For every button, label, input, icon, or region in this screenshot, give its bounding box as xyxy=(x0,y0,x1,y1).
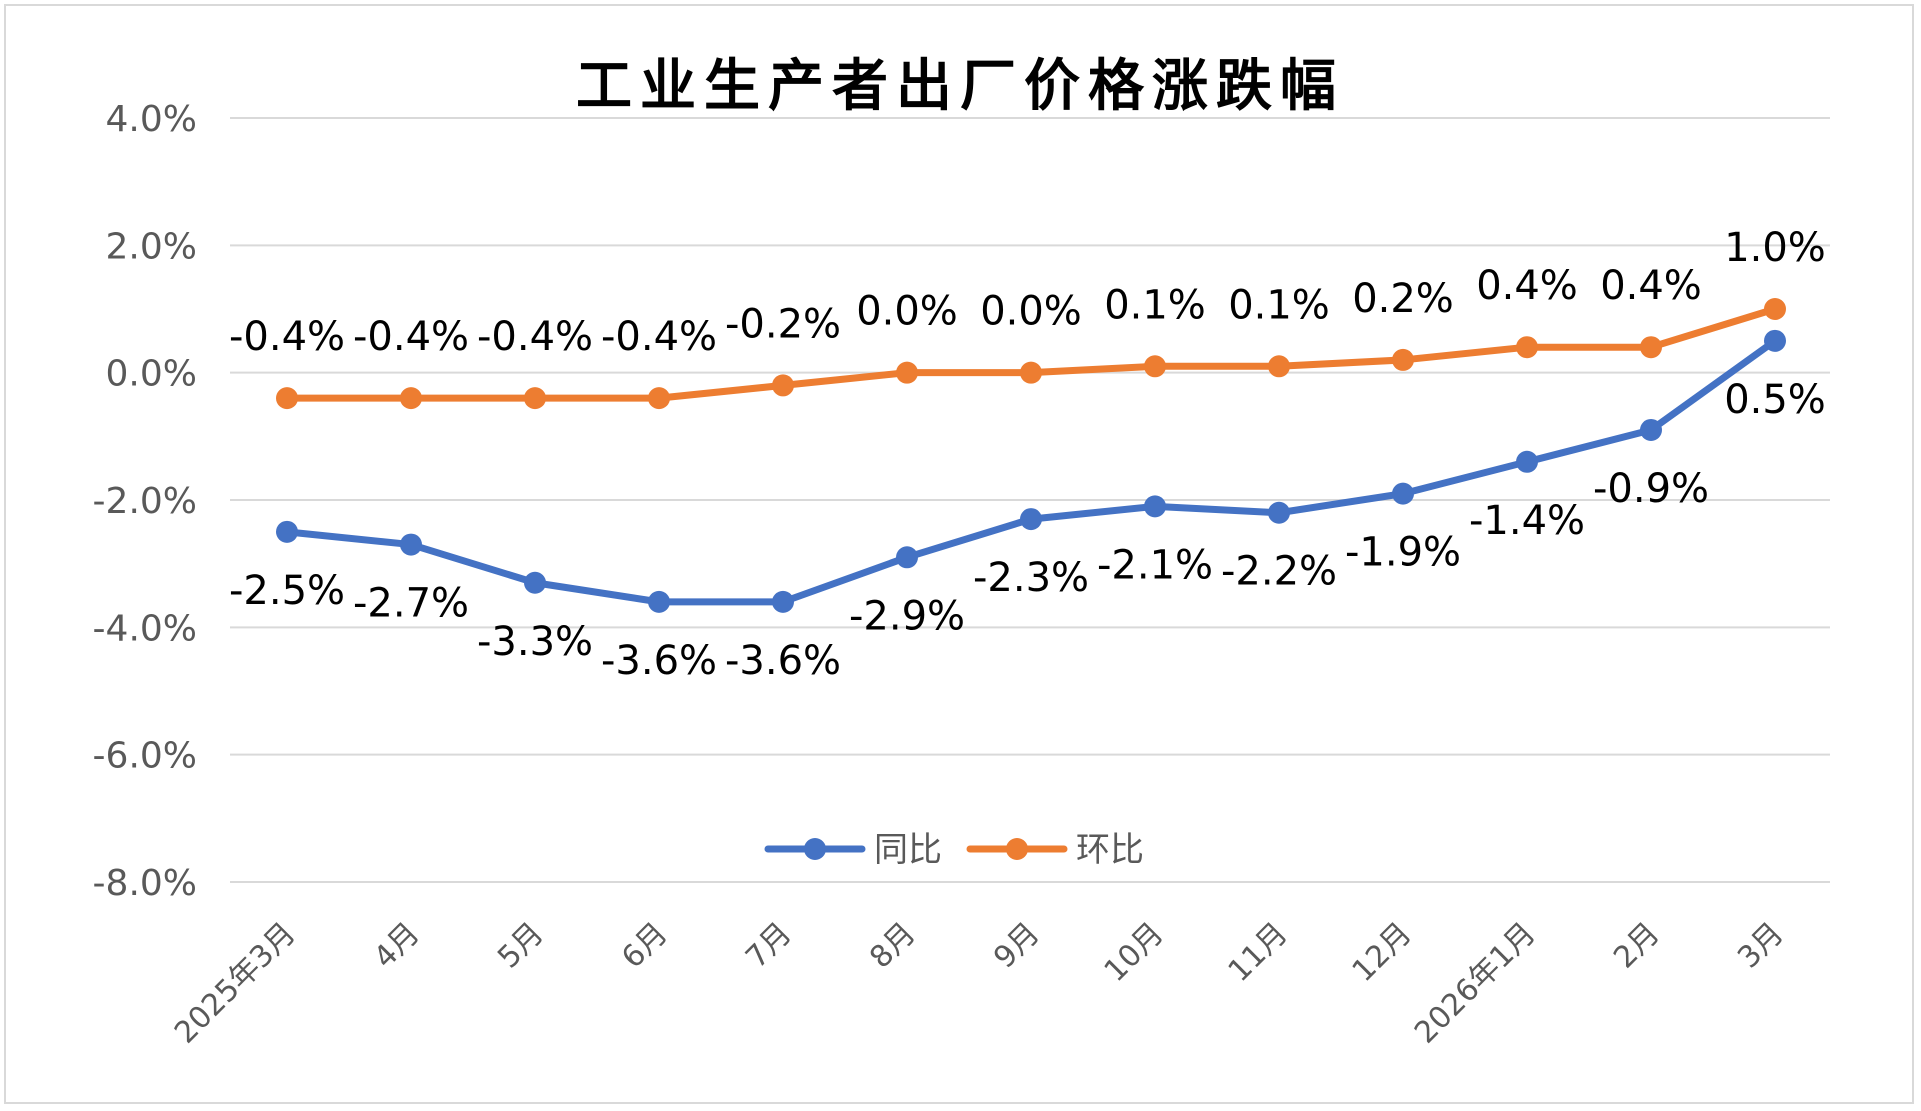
y-tick-label: 4.0% xyxy=(106,99,197,140)
data-point xyxy=(648,387,670,410)
data-label: -2.2% xyxy=(1221,549,1337,595)
legend-swatch-marker xyxy=(804,838,826,860)
legend-swatch-marker xyxy=(1006,838,1028,860)
legend-label: 环比 xyxy=(1076,830,1144,870)
data-label: 0.1% xyxy=(1228,282,1330,328)
data-point xyxy=(896,546,918,569)
data-label: -0.4% xyxy=(601,314,717,360)
data-label: 0.4% xyxy=(1600,263,1702,309)
x-tick-label: 3月 xyxy=(1731,916,1790,975)
chart-frame xyxy=(4,4,1914,1104)
data-label: 0.0% xyxy=(980,289,1082,335)
data-label: -2.1% xyxy=(1097,542,1213,588)
data-label: -0.4% xyxy=(229,314,345,360)
data-label: 0.0% xyxy=(856,289,958,335)
data-label: -1.9% xyxy=(1345,530,1461,576)
data-point xyxy=(648,590,670,613)
x-tick-label: 4月 xyxy=(367,916,426,975)
data-label: -3.3% xyxy=(477,619,593,665)
data-labels: -2.5% -2.7%-3.3% -3.6% -3.6%-2.9%-2.3% -2.1%… xyxy=(229,225,1826,684)
series-lines xyxy=(276,298,1786,613)
data-point xyxy=(896,361,918,384)
data-point xyxy=(1268,501,1290,524)
data-point xyxy=(1268,355,1290,378)
x-tick-label: 10月 xyxy=(1098,916,1171,989)
x-tick-label: 12月 xyxy=(1346,916,1419,989)
y-axis-ticks: 4.0% 2.0% 0.0% -2.0% -4.0% -6.0% -8.0% xyxy=(93,99,197,904)
data-point xyxy=(1640,336,1662,359)
y-tick-label: 2.0% xyxy=(106,226,197,267)
data-point xyxy=(1516,336,1538,359)
data-label: 1.0% xyxy=(1724,225,1826,271)
data-point xyxy=(1764,329,1786,352)
data-label: -3.6% xyxy=(601,638,717,684)
data-label: 0.5% xyxy=(1724,377,1826,423)
data-label: -0.2% xyxy=(725,301,841,347)
x-tick-label: 2025年3月 xyxy=(168,916,303,1051)
data-point xyxy=(772,590,794,613)
y-tick-label: -2.0% xyxy=(93,481,197,522)
data-label: -3.6% xyxy=(725,638,841,684)
legend: 同比 环比 xyxy=(764,830,1144,870)
x-tick-label: 11月 xyxy=(1222,916,1295,989)
data-point xyxy=(1516,450,1538,473)
data-point xyxy=(276,387,298,410)
data-label: 0.2% xyxy=(1352,276,1454,322)
data-label: 0.1% xyxy=(1104,282,1206,328)
data-point xyxy=(1020,508,1042,531)
data-point xyxy=(400,533,422,556)
x-tick-label: 6月 xyxy=(615,916,674,975)
data-point xyxy=(1144,355,1166,378)
y-tick-label: -4.0% xyxy=(93,608,197,649)
data-label: -0.4% xyxy=(477,314,593,360)
data-point xyxy=(1392,482,1414,505)
chart-title: 工业生产者出厂价格涨跌幅 xyxy=(576,53,1344,119)
data-label: -2.5% xyxy=(229,568,345,614)
gridlines xyxy=(230,117,1830,883)
data-label: -2.3% xyxy=(973,555,1089,601)
data-point xyxy=(1392,348,1414,371)
data-label: -2.9% xyxy=(849,593,965,639)
data-label: -1.4% xyxy=(1469,498,1585,544)
data-point xyxy=(1144,495,1166,518)
x-tick-label: 2026年1月 xyxy=(1408,916,1543,1051)
data-point xyxy=(1640,418,1662,441)
data-point xyxy=(400,387,422,410)
x-tick-label: 7月 xyxy=(739,916,798,975)
x-tick-label: 8月 xyxy=(863,916,922,975)
x-tick-label: 2月 xyxy=(1607,916,1666,975)
legend-label: 同比 xyxy=(874,830,942,870)
data-point xyxy=(276,520,298,543)
y-tick-label: -8.0% xyxy=(93,863,197,904)
data-label: 0.4% xyxy=(1476,263,1578,309)
data-point xyxy=(524,571,546,594)
data-point xyxy=(1764,298,1786,320)
y-tick-label: 0.0% xyxy=(106,354,197,395)
x-tick-label: 9月 xyxy=(987,916,1046,975)
data-label: -0.4% xyxy=(353,314,469,360)
data-label: -0.9% xyxy=(1593,466,1709,512)
data-label: -2.7% xyxy=(353,581,469,627)
y-tick-label: -6.0% xyxy=(93,736,197,777)
data-point xyxy=(524,387,546,410)
x-tick-label: 5月 xyxy=(491,916,550,975)
data-point xyxy=(1020,361,1042,384)
data-point xyxy=(772,374,794,397)
